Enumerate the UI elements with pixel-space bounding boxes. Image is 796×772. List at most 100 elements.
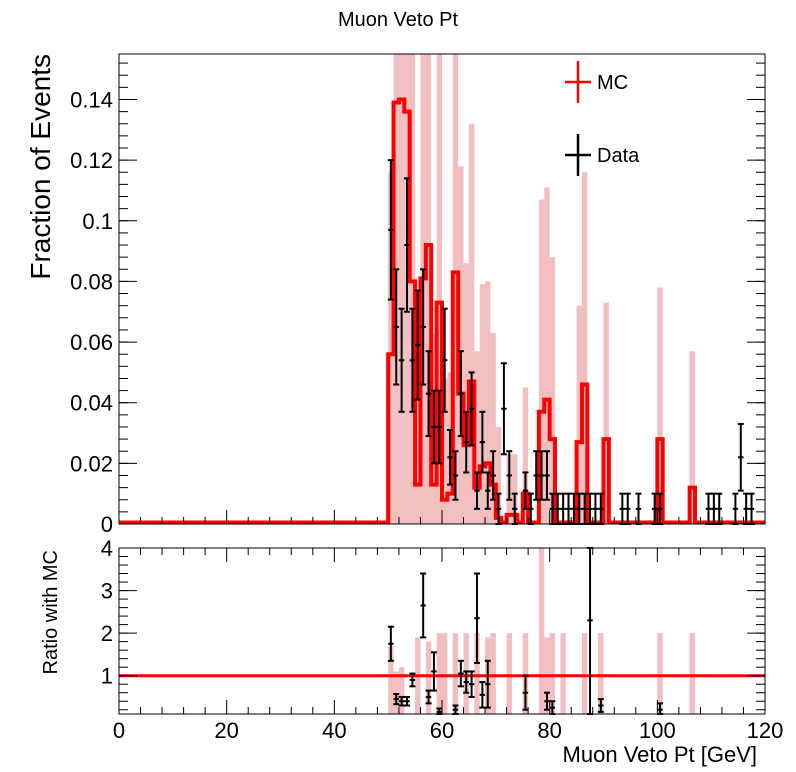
ratio-band-bin — [538, 548, 545, 714]
ratio-point — [425, 689, 432, 705]
data-point — [490, 450, 497, 501]
ratio-point — [387, 625, 394, 662]
ratio-point — [457, 659, 464, 688]
data-point — [393, 268, 400, 386]
ratio-point — [473, 572, 480, 664]
data-point — [543, 450, 550, 501]
ratio-point — [393, 692, 400, 706]
x-tick-label: 100 — [639, 718, 676, 743]
data-point — [560, 492, 567, 525]
x-tick-label: 0 — [113, 718, 125, 743]
data-point — [409, 307, 416, 413]
ratio-band-bin — [452, 633, 459, 714]
main-y-tick-label: 0.14 — [70, 87, 113, 112]
ratio-point — [463, 670, 470, 694]
mc-band-bin — [538, 199, 545, 524]
mc-band-bin — [442, 378, 448, 524]
y-axis-label: Fraction of Events — [25, 54, 56, 280]
ratio-point — [479, 681, 486, 709]
x-tick-label: 120 — [747, 718, 784, 743]
ratio-y-axis-label: Ratio with MC — [40, 550, 62, 674]
ratio-points — [387, 547, 664, 715]
ratio-point — [436, 707, 443, 715]
ratio-y-tick-label: 4 — [101, 536, 113, 561]
main-y-tick-label: 0 — [101, 512, 113, 537]
data-point — [452, 450, 459, 501]
mc-band-bin — [398, 54, 405, 524]
ratio-band-bin — [549, 633, 556, 714]
ratio-band-bin — [689, 633, 696, 714]
ratio-band-bin — [388, 645, 394, 714]
x-axis-label: Muon Veto Pt [GeV] — [563, 742, 757, 767]
ratio-y-tick-label: 1 — [101, 664, 113, 689]
data-point — [533, 450, 540, 501]
data-point — [716, 492, 723, 525]
data-point — [748, 492, 755, 525]
ratio-point — [430, 651, 437, 692]
data-point — [500, 362, 507, 456]
mc-band-bin — [388, 172, 394, 525]
data-point — [619, 492, 626, 525]
legend: MC Data — [565, 61, 640, 176]
mc-band-bin — [452, 54, 459, 524]
data-point — [430, 389, 437, 465]
ratio-band-bin — [581, 633, 588, 714]
mc-band-bin — [479, 284, 486, 524]
legend-entry-data: Data — [565, 134, 640, 176]
ratio-band-bin — [522, 633, 529, 714]
main-y-tick-label: 0.1 — [82, 209, 113, 234]
mc-band-bin — [409, 54, 416, 524]
data-point — [425, 350, 432, 438]
ratio-band-bin — [436, 633, 442, 714]
ratio-point — [420, 572, 427, 639]
data-point — [447, 429, 454, 486]
mc-band-bin — [415, 332, 421, 524]
ratio-band-bin — [560, 633, 566, 714]
data-point — [473, 471, 480, 510]
ratio-band-bin — [442, 633, 448, 714]
mc-band-bin — [468, 123, 475, 524]
data-point — [387, 159, 394, 301]
data-point — [398, 307, 405, 413]
ratio-band-bin — [393, 671, 399, 714]
ratio-band-bin — [598, 633, 604, 714]
ratio-band-bin — [398, 667, 405, 714]
data-point — [479, 410, 486, 474]
ratio-point — [484, 659, 491, 709]
data-point — [705, 492, 712, 525]
data-point — [565, 492, 572, 525]
ratio-band-bin — [657, 633, 663, 714]
mc-band-bin — [436, 54, 442, 524]
mc-band-bin — [463, 263, 469, 524]
mc-band-bin — [549, 257, 556, 524]
ratio-point — [522, 674, 529, 711]
mc-band-bin — [522, 387, 529, 524]
data-point — [463, 410, 470, 474]
mc-histogram-line — [119, 97, 765, 525]
ratio-point — [587, 547, 594, 715]
data-point — [457, 350, 464, 438]
data-point — [624, 492, 631, 525]
main-y-tick-label: 0.12 — [70, 148, 113, 173]
ratio-band-bin — [425, 641, 432, 714]
main-y-ticks: 0 0.02 0.04 0.06 0.08 0.1 0.12 0.14 — [70, 62, 766, 537]
mc-band-bin — [581, 172, 588, 525]
main-y-tick-label: 0.02 — [70, 451, 113, 476]
ratio-point — [398, 695, 405, 707]
ratio-point — [597, 698, 604, 713]
mc-band-bin — [485, 281, 491, 524]
ratio-y-tick-label: 3 — [101, 579, 113, 604]
data-point — [635, 492, 642, 525]
legend-data-label: Data — [597, 145, 640, 167]
data-point — [404, 177, 411, 313]
main-y-tick-label: 0.04 — [70, 391, 113, 416]
ratio-band-bin — [474, 633, 480, 714]
mc-band-bin — [458, 166, 464, 524]
mc-band-bin — [474, 351, 480, 524]
data-point — [420, 268, 427, 386]
ratio-point — [409, 672, 416, 688]
data-point — [506, 450, 513, 501]
ratio-band-bin — [506, 633, 512, 714]
x-tick-label: 80 — [537, 718, 561, 743]
